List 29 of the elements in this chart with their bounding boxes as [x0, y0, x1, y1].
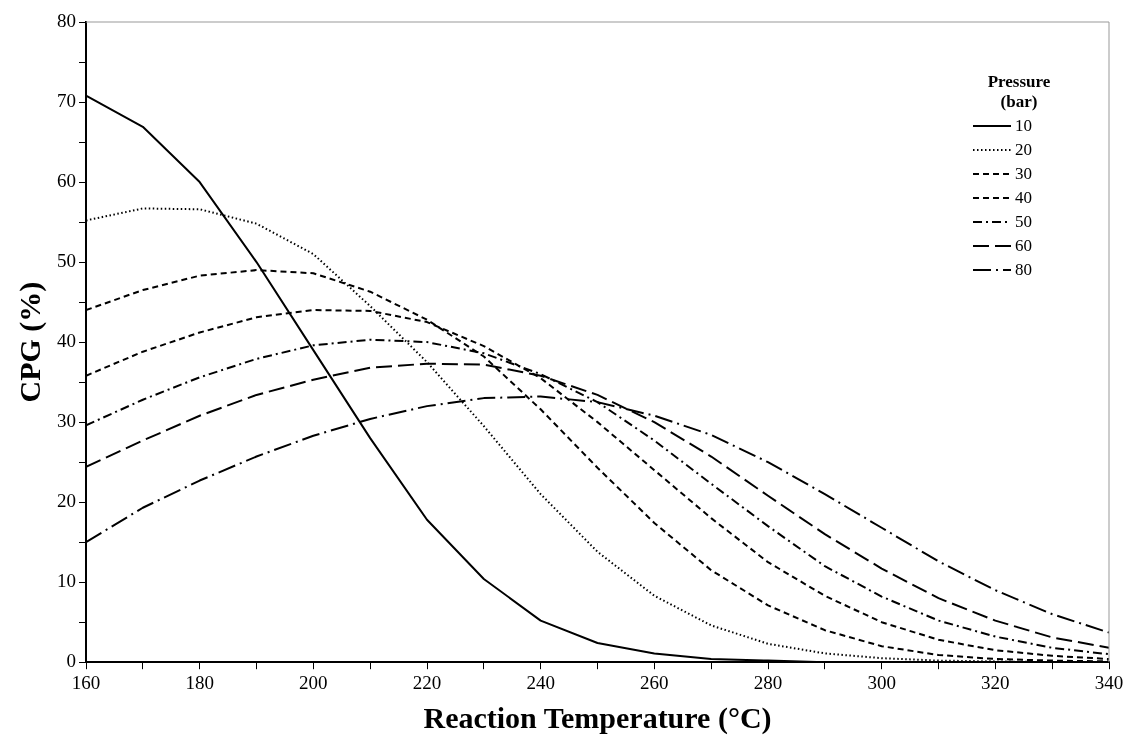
y-tick-label: 80: [57, 9, 76, 31]
x-tick-label: 220: [412, 671, 442, 693]
y-tick-label: 20: [57, 490, 76, 512]
legend-label: 60: [1015, 236, 1032, 256]
legend-label: 20: [1015, 140, 1032, 160]
x-tick-label: 300: [867, 671, 896, 693]
y-tick-label: 0: [66, 650, 76, 672]
x-tick-label: 240: [526, 671, 555, 693]
legend-label: 10: [1015, 116, 1032, 136]
y-tick-label: 40: [57, 330, 76, 352]
y-tick-label: 10: [57, 570, 76, 592]
x-tick-label: 180: [185, 671, 214, 693]
x-tick-label: 200: [299, 671, 328, 693]
y-axis-title: CPG (%): [12, 281, 47, 403]
y-tick-label: 70: [57, 90, 76, 112]
x-tick-label: 340: [1094, 671, 1124, 693]
y-tick-label: 60: [57, 170, 76, 192]
x-tick-label: 160: [71, 671, 101, 693]
legend-title: Pressure (bar): [986, 72, 1052, 112]
y-tick-label: 30: [57, 410, 76, 432]
legend-label: 30: [1015, 164, 1032, 184]
x-tick-label: 280: [753, 671, 783, 693]
x-tick-label: 260: [640, 671, 669, 693]
legend-label: 40: [1015, 188, 1032, 208]
x-axis-title: Reaction Temperature (°C): [423, 700, 772, 735]
legend-label: 50: [1015, 212, 1032, 232]
y-tick-label: 50: [57, 250, 76, 272]
legend-label: 80: [1015, 260, 1032, 280]
x-tick-label: 320: [981, 671, 1010, 693]
